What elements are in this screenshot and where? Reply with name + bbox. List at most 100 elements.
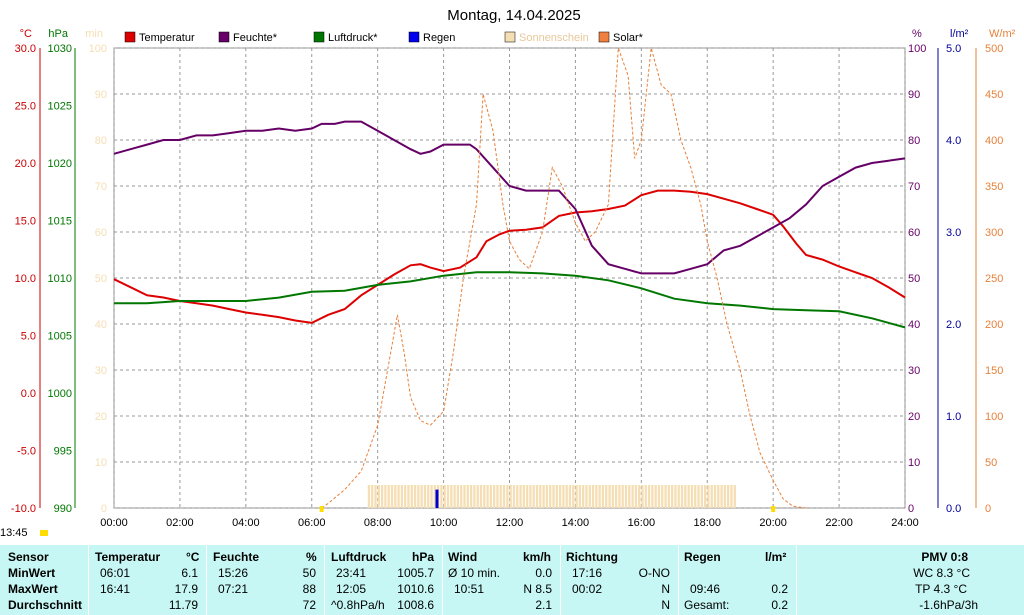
sunshine-bar (677, 485, 680, 508)
rain-header: Regen (684, 550, 721, 564)
sunshine-bar (608, 485, 611, 508)
max-row-label: MaxWert (8, 582, 58, 596)
y-tick-label-sunshine_min: 10 (95, 457, 107, 469)
sunshine-bar (489, 485, 493, 508)
sunshine-bar (476, 485, 479, 508)
y-tick-label-rain: 1.0 (946, 411, 961, 423)
sunshine-bar (539, 485, 542, 508)
sunshine-bar (433, 485, 436, 508)
rain-bar (435, 489, 439, 508)
wind-chill-value: WC 8.3 °C (913, 566, 970, 580)
sunshine-bar (407, 485, 410, 508)
wind-max-value: N 8.5 (523, 582, 552, 596)
sunshine-bar (614, 485, 618, 508)
sunshine-bar (532, 485, 535, 508)
rain-total-label: Gesamt: (684, 598, 730, 612)
sunshine-bar (717, 485, 720, 508)
direction-max-value: N (661, 582, 670, 596)
legend-swatch (504, 31, 516, 43)
sunshine-bar (707, 485, 710, 508)
sunshine-bar (473, 485, 476, 508)
sunshine-bar (420, 485, 423, 508)
pressure-trend-3h: -1.6hPa/3h (919, 598, 978, 612)
y-tick-label-temp: 20.0 (15, 158, 36, 170)
sunshine-bar (621, 485, 624, 508)
sunshine-bar (628, 485, 631, 508)
x-tick-label: 10:00 (430, 517, 458, 529)
y-tick-label-humidity: 60 (908, 227, 920, 239)
x-tick-label: 12:00 (496, 517, 524, 529)
sunshine-bar (605, 485, 608, 508)
x-tick-label: 00:00 (100, 517, 128, 529)
sunshine-bar (710, 485, 713, 508)
sunshine-bar (558, 485, 562, 508)
sunshine-bar (572, 485, 575, 508)
sunshine-bar (390, 485, 394, 508)
y-tick-label-solar: 400 (985, 135, 1003, 147)
humidity-min-value: 50 (302, 566, 316, 580)
pressure-max-value: 1010.6 (397, 582, 434, 596)
statistics-table: Sensor MinWert MaxWert Durchschnitt Temp… (0, 545, 1024, 615)
x-tick-label: 04:00 (232, 517, 260, 529)
axis-unit-temp: °C (20, 28, 32, 40)
now-marker (40, 530, 48, 536)
pressure-min-time: 23:41 (336, 566, 367, 580)
y-tick-label-pressure: 990 (54, 503, 72, 515)
y-tick-label-sunshine_min: 70 (95, 181, 107, 193)
sunshine-bar (697, 485, 700, 508)
sunshine-bar (647, 485, 651, 508)
y-tick-label-solar: 200 (985, 319, 1003, 331)
current-time-label: 13:45 (0, 527, 28, 539)
x-tick-label: 22:00 (825, 517, 853, 529)
sun-marker (771, 506, 776, 512)
sunshine-bar (624, 485, 628, 508)
legend-swatch (408, 31, 420, 43)
sunshine-bar (588, 485, 591, 508)
y-tick-label-humidity: 0 (908, 503, 914, 515)
direction-header: Richtung (566, 550, 618, 564)
sunshine-bar (522, 485, 525, 508)
y-tick-label-temp: 5.0 (21, 331, 36, 343)
temp-max-value: 17.9 (174, 582, 198, 596)
direction-max-time: 00:02 (572, 582, 603, 596)
sunshine-bar (687, 485, 690, 508)
sunshine-bar (582, 485, 585, 508)
sunshine-bar (578, 485, 582, 508)
y-tick-label-solar: 100 (985, 411, 1003, 423)
sunshine-bar (723, 485, 727, 508)
axis-unit-humidity: % (912, 28, 922, 40)
sunshine-bar (512, 485, 516, 508)
sunshine-bar (591, 485, 595, 508)
sunshine-bar (410, 485, 413, 508)
temp-avg-value: 11.79 (168, 598, 198, 612)
sunshine-bar (654, 485, 657, 508)
sunshine-bar (720, 485, 723, 508)
wind-avg-value: 2.1 (535, 598, 552, 612)
y-tick-label-humidity: 20 (908, 411, 920, 423)
y-tick-label-solar: 450 (985, 89, 1003, 101)
y-tick-label-solar: 150 (985, 365, 1003, 377)
sunshine-bar (727, 485, 730, 508)
sunshine-bar (380, 485, 384, 508)
sunshine-bar (700, 485, 703, 508)
sunshine-bar (575, 485, 578, 508)
y-tick-label-temp: 10.0 (15, 273, 36, 285)
y-tick-label-sunshine_min: 40 (95, 319, 107, 331)
series-line-pressure (114, 271, 906, 329)
y-tick-label-sunshine_min: 100 (89, 43, 107, 55)
sunshine-bar (506, 485, 509, 508)
sunshine-bar (384, 485, 387, 508)
y-tick-label-temp: 30.0 (15, 43, 36, 55)
humidity-max-value: 88 (302, 582, 316, 596)
sunshine-bar (525, 485, 529, 508)
wind-min-label: Ø 10 min. (448, 566, 501, 580)
y-tick-label-humidity: 80 (908, 135, 920, 147)
rain-max-time: 09:46 (690, 582, 721, 596)
legend-label: Feuchte* (233, 32, 278, 44)
pressure-header: Luftdruck (331, 550, 387, 564)
sunshine-bar (552, 485, 555, 508)
sunshine-bar (453, 485, 456, 508)
temp-min-time: 06:01 (100, 566, 131, 580)
wind-max-time: 10:51 (454, 582, 485, 596)
sunshine-bar (641, 485, 644, 508)
